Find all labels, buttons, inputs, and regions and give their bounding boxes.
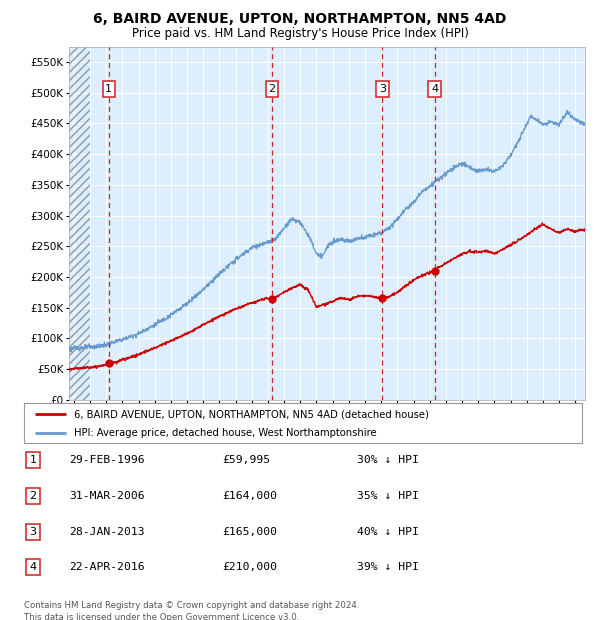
Text: Contains HM Land Registry data © Crown copyright and database right 2024.
This d: Contains HM Land Registry data © Crown c… — [24, 601, 359, 620]
Text: £59,995: £59,995 — [222, 455, 270, 465]
Text: 2: 2 — [29, 491, 37, 501]
Text: 1: 1 — [105, 84, 112, 94]
Text: £164,000: £164,000 — [222, 491, 277, 501]
Text: 3: 3 — [29, 527, 37, 537]
Text: 4: 4 — [431, 84, 438, 94]
Text: 6, BAIRD AVENUE, UPTON, NORTHAMPTON, NN5 4AD: 6, BAIRD AVENUE, UPTON, NORTHAMPTON, NN5… — [94, 12, 506, 27]
Text: 28-JAN-2013: 28-JAN-2013 — [69, 527, 145, 537]
Text: 31-MAR-2006: 31-MAR-2006 — [69, 491, 145, 501]
Text: 29-FEB-1996: 29-FEB-1996 — [69, 455, 145, 465]
Text: 22-APR-2016: 22-APR-2016 — [69, 562, 145, 572]
Bar — [69, 46, 90, 400]
Text: 2: 2 — [268, 84, 275, 94]
Text: 6, BAIRD AVENUE, UPTON, NORTHAMPTON, NN5 4AD (detached house): 6, BAIRD AVENUE, UPTON, NORTHAMPTON, NN5… — [74, 409, 429, 419]
Text: 1: 1 — [29, 455, 37, 465]
Text: 39% ↓ HPI: 39% ↓ HPI — [357, 562, 419, 572]
Text: 35% ↓ HPI: 35% ↓ HPI — [357, 491, 419, 501]
Text: 30% ↓ HPI: 30% ↓ HPI — [357, 455, 419, 465]
Text: Price paid vs. HM Land Registry's House Price Index (HPI): Price paid vs. HM Land Registry's House … — [131, 27, 469, 40]
Text: 4: 4 — [29, 562, 37, 572]
Text: 3: 3 — [379, 84, 386, 94]
Text: HPI: Average price, detached house, West Northamptonshire: HPI: Average price, detached house, West… — [74, 428, 377, 438]
Text: 40% ↓ HPI: 40% ↓ HPI — [357, 527, 419, 537]
Text: £210,000: £210,000 — [222, 562, 277, 572]
Text: £165,000: £165,000 — [222, 527, 277, 537]
